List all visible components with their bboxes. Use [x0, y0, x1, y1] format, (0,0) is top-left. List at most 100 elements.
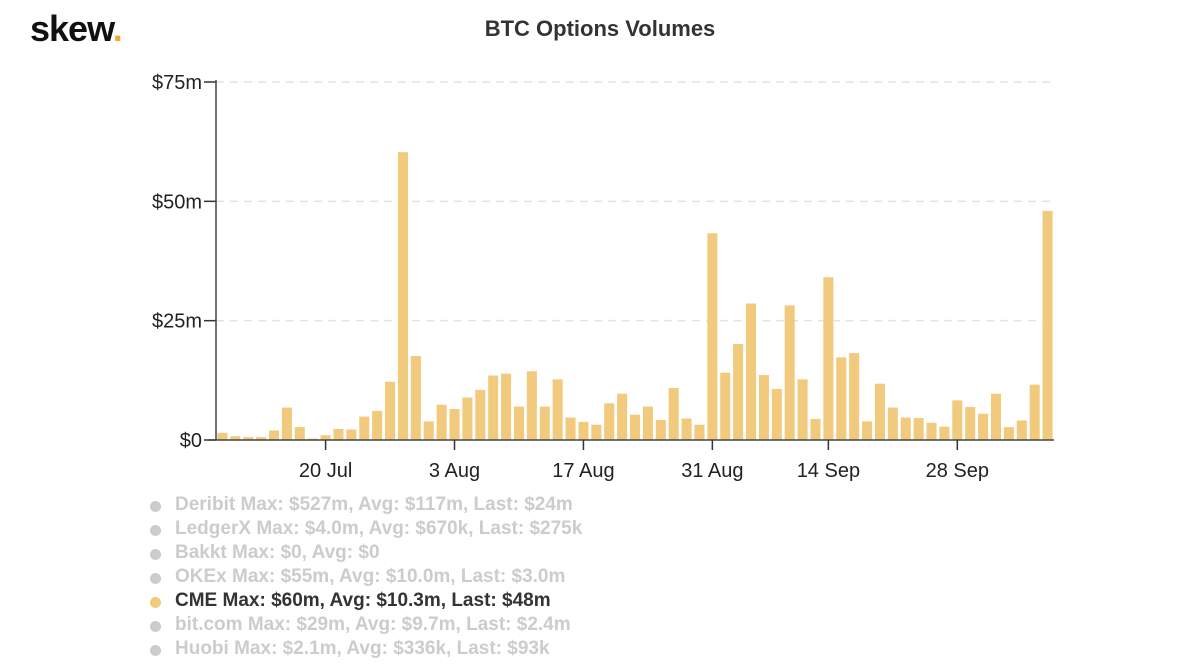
- bar: [810, 418, 821, 440]
- bar: [294, 427, 305, 440]
- bar: [952, 400, 963, 440]
- bar: [655, 419, 666, 440]
- bar: [243, 437, 254, 440]
- bar: [694, 424, 705, 440]
- legend-series-stats: Max: $0, Avg: $0: [232, 542, 380, 563]
- bar: [707, 233, 718, 440]
- y-tick-label: $50m: [152, 191, 202, 213]
- bar: [990, 393, 1002, 440]
- bar: [397, 152, 408, 440]
- legend-item-deribit[interactable]: Deribit Max: $527m, Avg: $117m, Last: $2…: [150, 493, 582, 517]
- bar: [758, 375, 769, 440]
- bar: [513, 406, 524, 440]
- y-tick-label: $75m: [152, 72, 202, 94]
- legend-series-stats: Max: $527m, Avg: $117m, Last: $24m: [240, 494, 573, 515]
- x-tick-label: 28 Sep: [926, 460, 989, 482]
- bar: [501, 373, 512, 440]
- bar: [217, 432, 228, 440]
- volume-chart: $0 $25m $50m $75m 20 Jul 3 Aug 17 Aug 31 Aug 14 …: [152, 72, 1054, 482]
- bar: [539, 406, 550, 440]
- legend-item-ledgerx[interactable]: LedgerX Max: $4.0m, Avg: $670k, Last: $2…: [150, 517, 582, 541]
- bar: [1003, 427, 1014, 440]
- bar: [978, 413, 989, 440]
- legend-item-cme[interactable]: CME Max: $60m, Avg: $10.3m, Last: $48m: [150, 589, 582, 613]
- bar: [552, 379, 563, 440]
- chart-title: BTC Options Volumes: [484, 16, 716, 41]
- bar: [887, 407, 898, 440]
- bar: [642, 406, 653, 440]
- x-tick-label: 17 Aug: [552, 460, 614, 482]
- legend-series-name: OKEx: [175, 566, 227, 587]
- bar: [268, 430, 280, 440]
- bar: [346, 429, 357, 440]
- bar: [449, 408, 460, 440]
- legend-item-bit-com[interactable]: bit.com Max: $29m, Avg: $9.7m, Last: $2.…: [150, 613, 582, 637]
- legend-item-bakkt[interactable]: Bakkt Max: $0, Avg: $0: [150, 541, 582, 565]
- legend-item-okex[interactable]: OKEx Max: $55m, Avg: $10.0m, Last: $3.0m: [150, 565, 582, 589]
- bar: [591, 424, 602, 440]
- bar: [488, 375, 499, 440]
- bar: [668, 387, 679, 440]
- bar: [230, 436, 241, 440]
- bar: [617, 393, 628, 440]
- bar: [526, 371, 537, 440]
- bar: [436, 404, 447, 440]
- bar: [862, 421, 873, 440]
- legend-series-stats: Max: $29m, Avg: $9.7m, Last: $2.4m: [247, 614, 571, 635]
- bar: [1016, 420, 1027, 440]
- legend-dot: [150, 645, 161, 657]
- legend-item-huobi[interactable]: Huobi Max: $2.1m, Avg: $336k, Last: $93k: [150, 637, 582, 661]
- bar: [771, 388, 782, 440]
- bar: [965, 407, 976, 440]
- bar: [681, 418, 692, 440]
- bar: [475, 389, 486, 440]
- logo-text: skew: [30, 8, 114, 49]
- bar: [913, 418, 924, 440]
- bar: [423, 421, 434, 440]
- bar: [256, 437, 267, 440]
- legend-series-name: bit.com: [175, 614, 243, 635]
- legend-series-name: Deribit: [175, 494, 236, 515]
- legend-dot: [150, 501, 161, 513]
- bar: [372, 410, 383, 440]
- bar: [604, 403, 615, 440]
- bar: [836, 357, 847, 440]
- legend-series-stats: Max: $2.1m, Avg: $336k, Last: $93k: [234, 638, 550, 659]
- legend-series-stats: Max: $4.0m, Avg: $670k, Last: $275k: [256, 518, 583, 539]
- bar: [849, 353, 860, 440]
- x-tick-label: 20 Jul: [299, 460, 352, 482]
- bar: [1029, 384, 1040, 440]
- bar: [720, 372, 731, 440]
- legend: Deribit Max: $527m, Avg: $117m, Last: $2…: [150, 493, 582, 661]
- bar: [1042, 210, 1053, 440]
- legend-series-stats: Max: $60m, Avg: $10.3m, Last: $48m: [222, 590, 551, 611]
- bar: [385, 381, 396, 440]
- bar: [578, 421, 589, 440]
- bar: [410, 355, 421, 440]
- bar: [797, 379, 808, 440]
- bar: [565, 417, 576, 440]
- bar: [281, 407, 292, 440]
- legend-series-name: CME: [175, 590, 218, 611]
- bar: [746, 303, 757, 440]
- bar: [359, 416, 370, 440]
- bar: [900, 417, 911, 440]
- legend-dot: [150, 549, 161, 561]
- legend-series-stats: Max: $55m, Avg: $10.0m, Last: $3.0m: [232, 566, 566, 587]
- legend-dot: [150, 597, 161, 609]
- bar: [784, 305, 795, 440]
- legend-dot: [150, 573, 161, 585]
- legend-dot: [150, 525, 161, 537]
- bar: [874, 383, 885, 440]
- y-tick-label: $0: [180, 430, 202, 452]
- bar: [939, 426, 950, 440]
- bar: [823, 277, 834, 440]
- bar: [333, 429, 344, 440]
- x-tick-label: 31 Aug: [681, 460, 743, 482]
- x-tick-label: 3 Aug: [429, 460, 480, 482]
- bar: [462, 397, 473, 440]
- bar: [629, 414, 641, 440]
- bar: [733, 344, 744, 440]
- legend-series-name: Bakkt: [175, 542, 227, 563]
- legend-dot: [150, 621, 161, 633]
